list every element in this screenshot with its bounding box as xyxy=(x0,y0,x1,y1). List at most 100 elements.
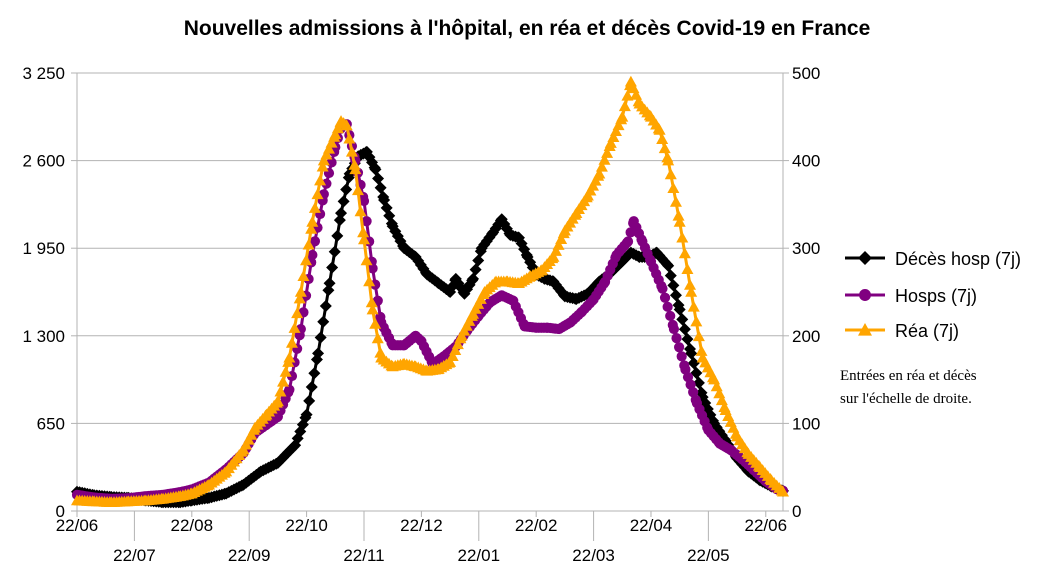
data-point xyxy=(319,300,332,313)
legend-label: Réa (7j) xyxy=(895,321,959,341)
legend-marker xyxy=(858,323,872,336)
data-point xyxy=(549,245,562,256)
data-point xyxy=(361,216,372,227)
x-tick-label: 22/06 xyxy=(745,516,788,535)
data-point xyxy=(340,119,353,131)
data-point xyxy=(678,323,691,336)
data-point xyxy=(302,238,315,250)
data-point xyxy=(659,292,671,303)
data-point xyxy=(444,356,457,367)
data-point xyxy=(300,254,313,266)
data-point xyxy=(306,215,319,227)
data-point xyxy=(593,167,606,179)
data-point xyxy=(279,365,292,377)
plot-frame xyxy=(76,72,784,512)
data-point xyxy=(358,195,370,207)
data-point xyxy=(351,184,364,196)
right-tick-label: 300 xyxy=(792,239,820,258)
data-point xyxy=(662,301,673,312)
left-tick-label: 650 xyxy=(37,414,65,433)
data-point xyxy=(692,330,705,342)
data-point xyxy=(673,215,686,227)
right-tick-label: 400 xyxy=(792,152,820,171)
data-point xyxy=(321,178,332,189)
data-point xyxy=(307,249,318,261)
data-point xyxy=(692,376,705,389)
data-point xyxy=(283,351,296,363)
data-point xyxy=(607,131,620,142)
annotation: Entrées en réa et décès sur l'échelle de… xyxy=(840,368,977,407)
data-point xyxy=(621,89,634,101)
data-point xyxy=(317,154,330,166)
x-tick-label: 22/03 xyxy=(572,546,615,565)
left-tick-label: 1 300 xyxy=(22,327,65,346)
data-point xyxy=(449,344,462,356)
x-tick-label: 22/01 xyxy=(458,546,501,565)
chart-title: Nouvelles admissions à l'hôpital, en réa… xyxy=(184,17,871,40)
legend-label: Décès hosp (7j) xyxy=(895,249,1021,269)
right-tick-label: 0 xyxy=(792,502,801,521)
data-point xyxy=(357,226,370,238)
x-tick-label: 22/07 xyxy=(113,546,156,565)
data-point xyxy=(293,292,306,304)
data-point xyxy=(669,195,682,207)
data-point xyxy=(345,145,358,157)
data-point xyxy=(300,408,313,421)
data-point xyxy=(371,332,384,344)
data-point xyxy=(305,381,318,394)
data-point xyxy=(285,336,298,348)
data-point xyxy=(598,153,611,165)
series-layer xyxy=(71,75,789,509)
data-point xyxy=(365,296,378,308)
data-point xyxy=(555,233,568,245)
right-tick-label: 500 xyxy=(792,64,820,83)
data-point xyxy=(271,395,284,407)
data-point xyxy=(668,323,680,335)
data-point xyxy=(662,259,675,272)
data-point xyxy=(777,485,789,497)
x-tick-label: 22/04 xyxy=(630,516,673,535)
legend-label: Hosps (7j) xyxy=(895,286,977,306)
data-point xyxy=(288,322,301,333)
data-point xyxy=(331,229,344,242)
data-point xyxy=(609,125,622,137)
data-point xyxy=(624,75,637,87)
data-point xyxy=(325,136,338,148)
data-point xyxy=(616,110,629,122)
data-point xyxy=(343,132,356,144)
data-point xyxy=(340,183,353,196)
left-axis: 0 650 1 300 1 950 2 600 3 250 xyxy=(22,64,77,521)
x-tick-label: 22/09 xyxy=(228,546,271,565)
data-point xyxy=(322,142,335,154)
data-point xyxy=(685,286,698,297)
data-point xyxy=(328,245,341,258)
data-point xyxy=(337,195,350,208)
data-point xyxy=(601,147,614,158)
data-point xyxy=(277,375,290,387)
data-point xyxy=(676,313,689,326)
data-point xyxy=(669,289,682,302)
data-point xyxy=(469,263,482,276)
data-point xyxy=(297,270,310,282)
data-point xyxy=(472,254,485,267)
data-point xyxy=(357,233,370,245)
x-tick-label: 22/02 xyxy=(515,516,558,535)
data-point xyxy=(303,394,316,407)
data-point xyxy=(676,351,687,362)
data-point xyxy=(622,236,634,247)
data-point xyxy=(329,128,342,140)
legend: Décès hosp (7j) Hosps (7j) Réa (7j) xyxy=(845,249,1021,341)
legend-marker xyxy=(859,289,871,301)
right-tick-label: 200 xyxy=(792,327,820,346)
data-point xyxy=(374,181,387,194)
data-point xyxy=(695,345,708,356)
data-point xyxy=(552,239,565,250)
data-point xyxy=(305,222,318,234)
data-point xyxy=(291,307,304,319)
left-tick-label: 3 250 xyxy=(22,64,65,83)
data-point xyxy=(294,286,307,297)
data-point xyxy=(372,172,385,185)
data-point xyxy=(618,100,631,112)
data-point xyxy=(274,385,287,397)
data-point xyxy=(366,303,379,315)
